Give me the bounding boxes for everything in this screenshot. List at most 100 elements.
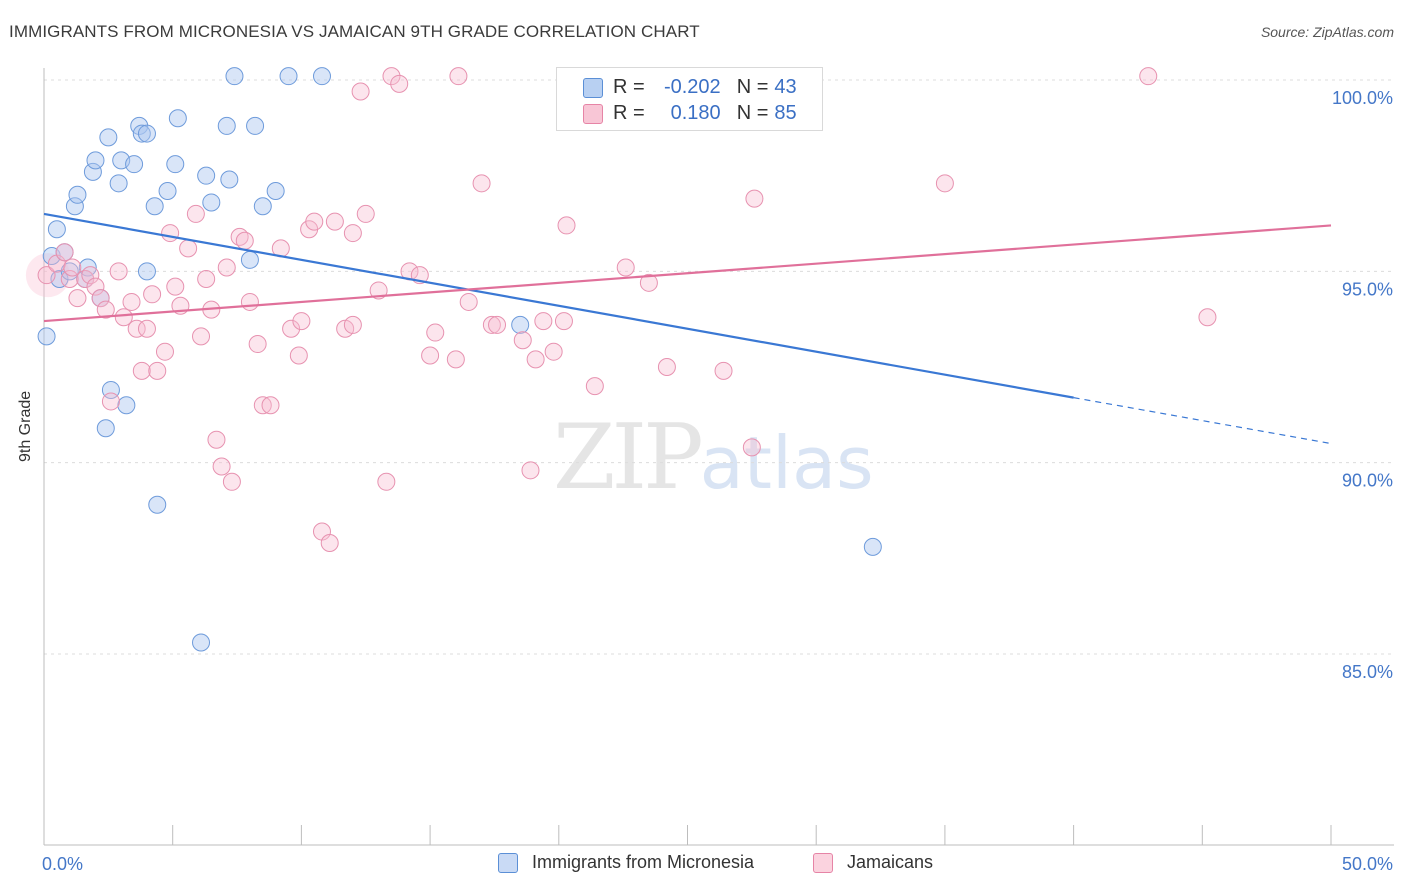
data-point-jamaicans (377, 472, 396, 491)
trend-line-jamaicans (43, 224, 1332, 323)
data-point-jamaicans (235, 231, 254, 250)
data-point-jamaicans (488, 315, 507, 334)
data-point-micronesia (217, 116, 236, 135)
data-point-micronesia (83, 162, 102, 181)
data-point-jamaicans (207, 430, 226, 449)
data-point-jamaicans (166, 277, 185, 296)
data-point-jamaicans (449, 67, 468, 86)
data-point-jamaicans (382, 67, 401, 86)
data-point-micronesia (266, 181, 285, 200)
data-point-micronesia (166, 155, 185, 174)
data-point-jamaicans (101, 392, 120, 411)
x-tick-label: 0.0% (42, 854, 83, 874)
source-credit: Source: ZipAtlas.com (1260, 24, 1394, 40)
legend-n-label: N = (736, 101, 769, 124)
data-point-jamaicans (459, 292, 478, 311)
data-point-jamaicans (343, 315, 362, 334)
data-point-micronesia (246, 116, 265, 135)
data-point-jamaicans (616, 258, 635, 277)
data-point-jamaicans (143, 285, 162, 304)
data-point-jamaicans (554, 312, 573, 331)
data-point-jamaicans (197, 269, 216, 288)
data-point-jamaicans (472, 174, 491, 193)
data-point-micronesia (279, 67, 298, 86)
data-point-jamaicans (86, 277, 105, 296)
data-point-jamaicans (217, 258, 236, 277)
data-point-jamaicans (81, 266, 100, 285)
data-point-jamaicans (292, 312, 311, 331)
data-point-jamaicans (446, 350, 465, 369)
data-point-jamaicans (289, 346, 308, 365)
data-point-jamaicans (192, 327, 211, 346)
data-point-micronesia (99, 128, 118, 147)
data-point-jamaicans (63, 258, 82, 277)
data-point-jamaicans (37, 266, 56, 285)
data-point-jamaicans (482, 315, 501, 334)
data-point-jamaicans (714, 361, 733, 380)
data-point-jamaicans (240, 292, 259, 311)
watermark-zip: ZIP (553, 405, 704, 510)
data-point-jamaicans (179, 239, 198, 258)
data-point-jamaicans (161, 224, 180, 243)
data-point-micronesia (197, 166, 216, 185)
legend-n-value: 85 (774, 101, 797, 124)
data-point-jamaicans (657, 358, 676, 376)
data-point-jamaicans (325, 212, 344, 231)
data-point-micronesia (312, 67, 331, 86)
trend-line-micronesia (43, 212, 1074, 399)
legend-n-label: N = (736, 75, 769, 98)
data-point-jamaicans (155, 342, 174, 361)
data-point-jamaicans (261, 396, 280, 415)
cluster-jamaicans (25, 253, 70, 298)
data-point-micronesia (65, 197, 84, 216)
data-point-jamaicans (745, 189, 764, 208)
legend-r-value: 0.180 (670, 101, 721, 124)
data-point-jamaicans (639, 273, 658, 292)
data-point-jamaicans (521, 461, 540, 480)
series-legend-label: Immigrants from Micronesia (532, 852, 755, 872)
data-point-jamaicans (137, 319, 156, 338)
legend-row-micronesia: R = -0.202 N = 43 (583, 74, 797, 100)
data-point-micronesia (68, 185, 87, 204)
y-tick-label: 90.0% (1342, 471, 1393, 491)
data-point-jamaicans (109, 262, 128, 281)
data-point-micronesia (109, 174, 128, 193)
data-point-micronesia (47, 220, 66, 239)
data-point-micronesia (145, 197, 164, 216)
data-point-micronesia (37, 327, 56, 346)
data-point-jamaicans (513, 331, 532, 350)
data-point-micronesia (202, 193, 221, 212)
series-swatch-micronesia (498, 852, 518, 873)
legend-swatch-jamaicans (583, 104, 603, 124)
series-legend-micronesia[interactable]: Immigrants from Micronesia (498, 852, 754, 873)
data-point-jamaicans (96, 300, 115, 319)
data-point-jamaicans (148, 361, 167, 380)
data-point-micronesia (220, 170, 239, 189)
trend-line-extension-micronesia (1073, 397, 1332, 445)
data-point-micronesia (240, 250, 259, 269)
data-point-jamaicans (557, 216, 576, 235)
stats-legend: R = -0.202 N = 43 R = 0.180 N = 85 (556, 67, 823, 131)
data-point-micronesia (137, 262, 156, 281)
y-axis-label: 9th Grade (17, 390, 34, 462)
data-point-jamaicans (114, 308, 133, 327)
data-point-jamaicans (351, 82, 370, 101)
data-point-jamaicans (935, 174, 954, 193)
data-point-jamaicans (390, 74, 409, 93)
data-point-jamaicans (253, 396, 272, 415)
data-point-jamaicans (421, 346, 440, 365)
data-point-jamaicans (585, 377, 604, 396)
data-point-jamaicans (186, 204, 205, 223)
data-point-micronesia (253, 197, 272, 216)
data-point-jamaicans (55, 243, 74, 262)
data-point-micronesia (511, 315, 530, 334)
series-legend-label: Jamaicans (847, 852, 934, 872)
y-tick-label: 95.0% (1342, 279, 1393, 299)
data-point-jamaicans (305, 212, 324, 231)
series-legend-jamaicans[interactable]: Jamaicans (813, 852, 933, 873)
data-point-jamaicans (127, 319, 146, 338)
data-point-jamaicans (132, 361, 151, 380)
legend-swatch-micronesia (583, 78, 603, 98)
data-point-jamaicans (356, 204, 375, 223)
